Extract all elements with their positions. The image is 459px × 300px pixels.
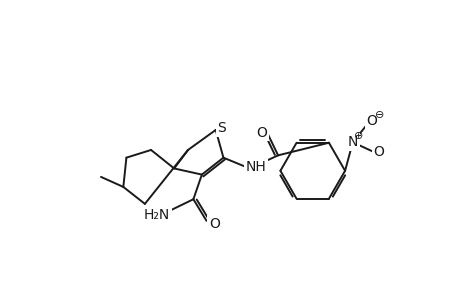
Text: O: O	[208, 217, 219, 231]
Text: O: O	[256, 126, 267, 140]
Text: O: O	[373, 145, 384, 158]
Text: ⊕: ⊕	[353, 131, 363, 141]
Text: N: N	[347, 135, 357, 149]
Text: ⊖: ⊖	[374, 110, 384, 120]
Text: S: S	[217, 122, 226, 135]
Text: NH: NH	[245, 160, 266, 174]
Text: O: O	[366, 114, 377, 128]
Text: H₂N: H₂N	[144, 208, 170, 222]
